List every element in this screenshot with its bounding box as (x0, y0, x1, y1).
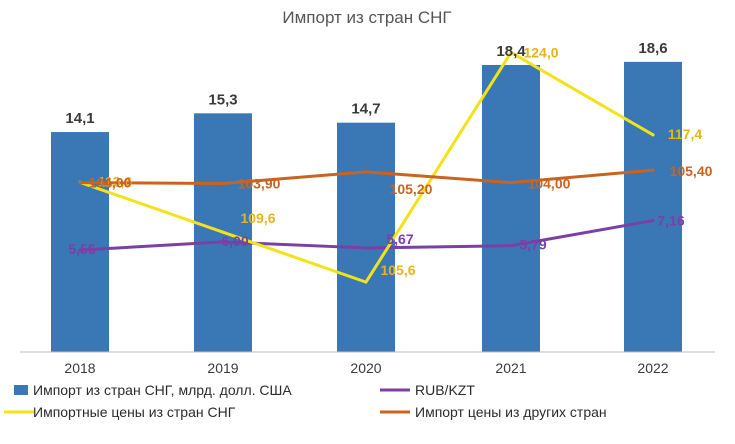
point-label-import_prices_other-2018: 104,00 (89, 175, 132, 191)
legend-item-import-prices-other[interactable]: Импорт цены из других стран (380, 404, 607, 420)
point-rub_kzt-2019 (221, 240, 225, 244)
legend-label-rub-kzt: RUB/KZT (415, 382, 475, 398)
legend: Импорт из стран СНГ, млрд. долл. США RUB… (4, 382, 607, 420)
point-label-rub_kzt-2022: 7,16 (657, 213, 684, 229)
point-label-import_prices_cis-2022: 117,4 (668, 126, 702, 142)
point-import_prices_other-2019 (221, 182, 225, 186)
point-rub_kzt-2020 (364, 246, 368, 250)
point-label-rub_kzt-2021: 5,79 (519, 237, 546, 253)
point-label-import_prices_cis-2019: 109,6 (240, 210, 275, 226)
bar-2018[interactable] (51, 132, 109, 352)
point-rub_kzt-2021 (509, 244, 513, 248)
point-rub_kzt-2018 (78, 248, 82, 252)
point-label-import_prices_other-2022: 105,40 (670, 163, 713, 179)
labels-layer: 14,1 15,3 14,7 18,4 18,6 5,55 6,00 5,67 5,79 7,16… (65, 40, 712, 278)
point-label-import_prices_other-2020: 105,20 (390, 181, 433, 197)
x-tick-2019: 2019 (207, 360, 238, 376)
point-label-rub_kzt-2019: 6,00 (221, 233, 248, 249)
legend-item-import-prices-cis[interactable]: Импортные цены из стран СНГ (4, 404, 236, 420)
chart-title: Импорт из стран СНГ (282, 8, 451, 27)
x-tick-labels: 2018 2019 2020 2021 2022 (64, 360, 668, 376)
point-import_prices_cis-2020 (364, 280, 368, 284)
point-label-rub_kzt-2018: 5,55 (68, 241, 95, 257)
point-label-import_prices_cis-2021: 124,0 (523, 44, 558, 60)
point-import_prices_cis-2022 (651, 133, 655, 137)
point-label-rub_kzt-2020: 5,67 (386, 231, 413, 247)
bar-label-2021: 18,4 (496, 43, 526, 60)
legend-label-bars: Импорт из стран СНГ, млрд. долл. США (33, 382, 292, 398)
point-import_prices_cis-2019 (221, 230, 225, 234)
point-label-import_prices_other-2019: 103,90 (238, 176, 281, 192)
bar-label-2018: 14,1 (65, 110, 94, 127)
legend-item-rub-kzt[interactable]: RUB/KZT (380, 382, 475, 398)
x-tick-2020: 2020 (350, 360, 381, 376)
bar-2022[interactable] (624, 61, 682, 353)
bar-label-2022: 18,6 (638, 40, 667, 57)
point-rub_kzt-2022 (651, 219, 655, 223)
legend-label-import-prices-other: Импорт цены из других стран (415, 404, 607, 420)
x-tick-2021: 2021 (495, 360, 526, 376)
legend-item-bars[interactable]: Импорт из стран СНГ, млрд. долл. США (14, 382, 292, 398)
point-label-import_prices_cis-2020: 105,6 (380, 262, 415, 278)
point-import_prices_cis-2021 (509, 50, 513, 54)
bar-2021[interactable] (482, 64, 540, 353)
bar-label-2020: 14,7 (351, 101, 380, 118)
x-tick-2022: 2022 (637, 360, 668, 376)
x-tick-2018: 2018 (64, 360, 95, 376)
lines-layer (78, 50, 655, 284)
point-import_prices_other-2020 (364, 170, 368, 174)
point-label-import_prices_cis-2018: 113,6 (98, 173, 132, 189)
legend-label-import-prices-cis: Импортные цены из стран СНГ (33, 404, 236, 420)
point-import_prices_other-2022 (651, 168, 655, 172)
bar-label-2019: 15,3 (208, 91, 237, 108)
point-import_prices_other-2018 (78, 181, 82, 185)
legend-swatch-bars (14, 385, 28, 395)
point-label-import_prices_other-2021: 104,00 (528, 176, 571, 192)
bar-2020[interactable] (337, 122, 395, 353)
point-import_prices_other-2021 (509, 181, 513, 185)
